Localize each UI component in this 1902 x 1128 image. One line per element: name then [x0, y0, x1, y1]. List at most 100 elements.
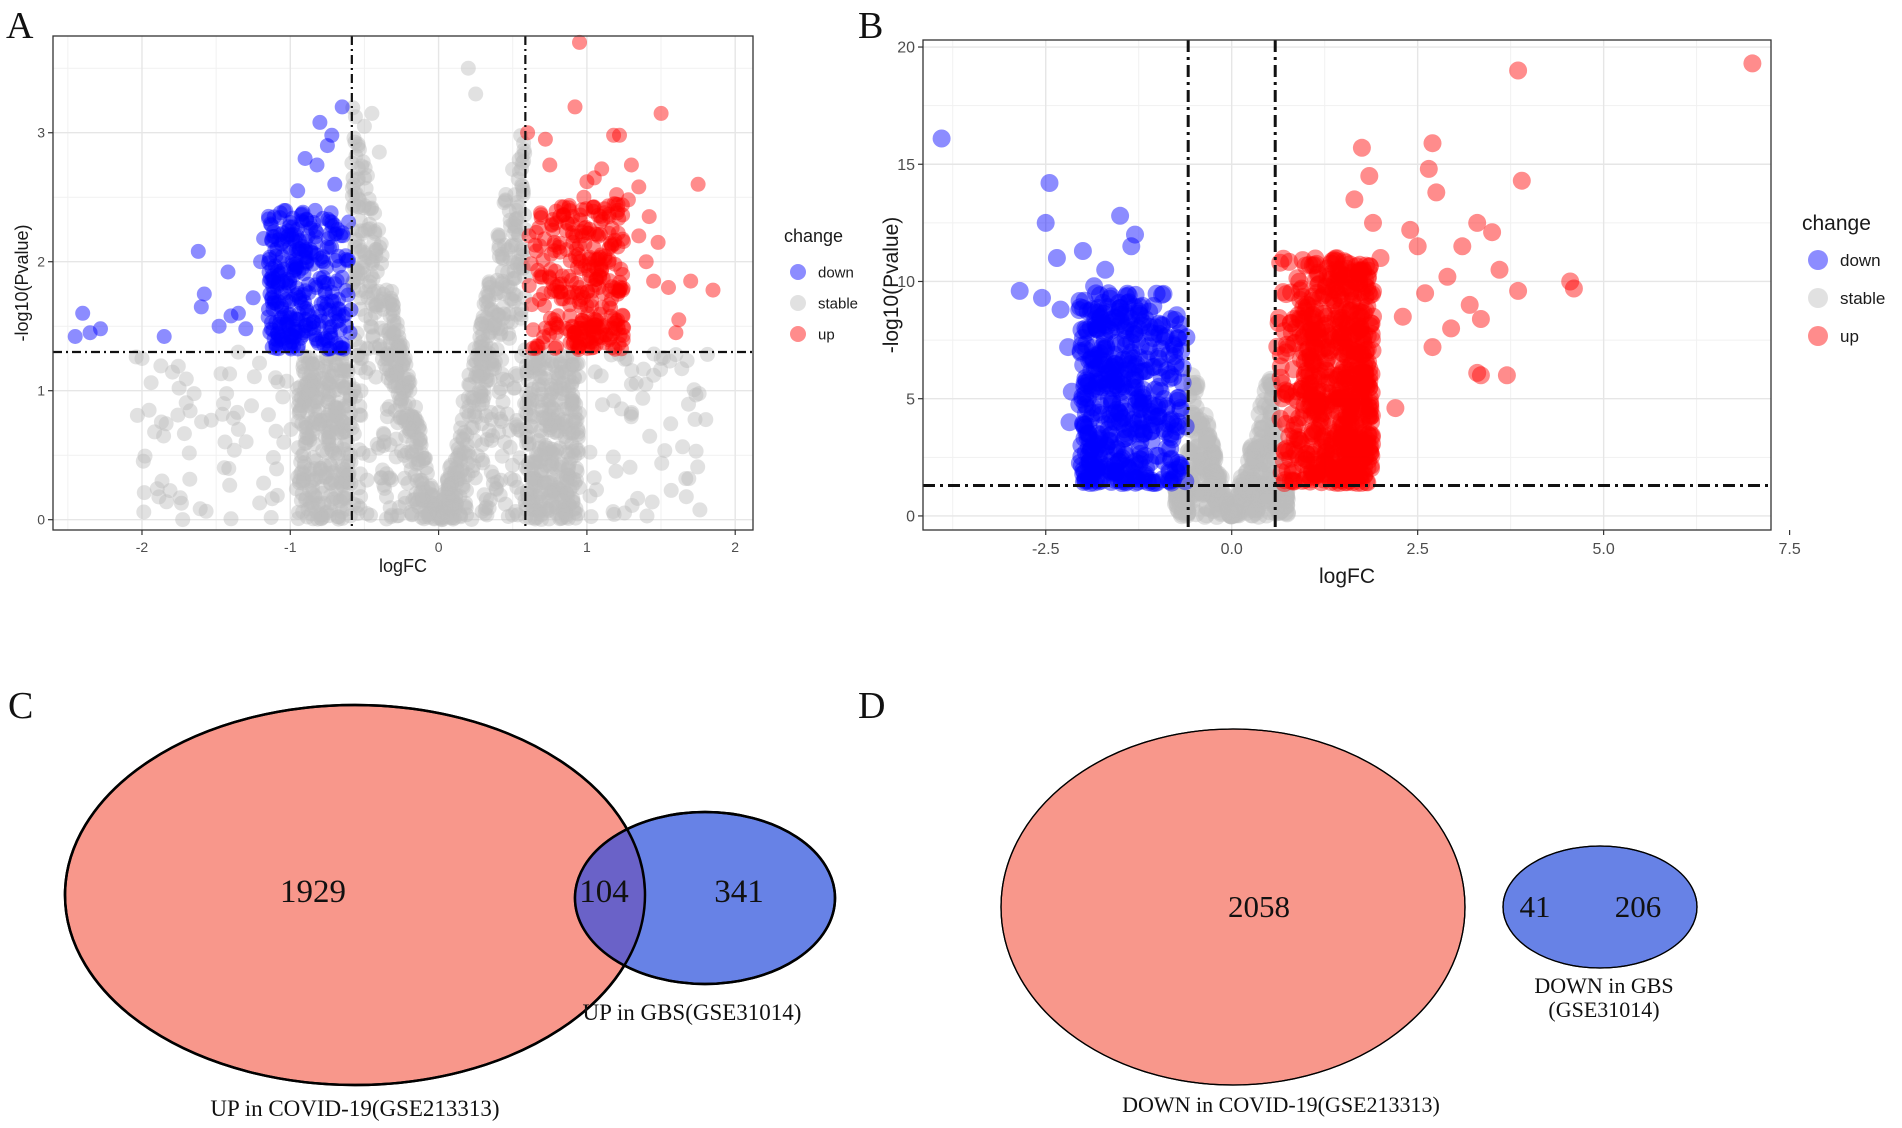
stable-point [434, 510, 450, 526]
stable-point [331, 511, 346, 527]
panel-d-count-overlap: 41 [1520, 889, 1551, 924]
stable-point [438, 500, 453, 516]
stable-point [553, 356, 569, 372]
stable-point [493, 472, 509, 488]
stable-point [176, 426, 192, 442]
stable-point [478, 499, 494, 515]
stable-point [480, 372, 496, 388]
up-point [1289, 431, 1308, 450]
stable-point [460, 455, 476, 471]
stable-point [424, 495, 440, 511]
stable-point [379, 282, 394, 298]
stable-point [393, 409, 409, 425]
stable-point [472, 320, 488, 336]
panel-b-y-axis-label: -log10(Pvalue) [880, 217, 903, 354]
stable-point [657, 443, 673, 459]
stable-point [566, 502, 581, 517]
stable-point [153, 358, 169, 374]
stable-point [395, 357, 411, 373]
down-point [321, 240, 337, 255]
stable-point [549, 499, 564, 515]
up-point [1288, 269, 1307, 288]
up-point [521, 278, 537, 294]
stable-point [358, 180, 374, 196]
stable-point [315, 443, 331, 459]
stable-point [532, 504, 547, 520]
up-point [1349, 419, 1368, 438]
stable-point [298, 419, 314, 435]
legend-title: change [1802, 212, 1871, 235]
stable-point [515, 184, 531, 200]
stable-point [355, 260, 370, 276]
stable-point [527, 511, 543, 527]
stable-point [565, 392, 580, 408]
stable-point [435, 492, 451, 508]
stable-point [545, 441, 561, 457]
stable-point [511, 152, 527, 167]
stable-point [389, 356, 405, 371]
stable-point [337, 473, 353, 489]
stable-point [542, 401, 557, 417]
up-point [1364, 213, 1382, 232]
stable-point [238, 434, 254, 450]
stable-point [292, 379, 308, 395]
stable-point [481, 274, 497, 290]
stable-point [294, 486, 310, 502]
stable-point [692, 502, 708, 518]
down-point [1116, 329, 1135, 348]
stable-point [517, 342, 533, 358]
stable-point [381, 470, 396, 486]
stable-point [550, 371, 566, 386]
stable-point [360, 221, 376, 237]
stable-point [544, 483, 560, 499]
stable-point [363, 318, 379, 334]
stable-point [328, 475, 343, 491]
stable-point [365, 329, 381, 345]
stable-point [449, 437, 465, 453]
stable-point [291, 392, 307, 408]
stable-point [540, 502, 556, 518]
stable-point [314, 478, 330, 494]
stable-point [525, 502, 541, 518]
stable-point [346, 496, 362, 512]
stable-point [349, 232, 364, 248]
stable-point [605, 504, 621, 520]
up-point [1401, 220, 1420, 239]
down-point [334, 269, 350, 285]
stable-point [351, 480, 367, 496]
stable-point [269, 487, 285, 503]
stable-point [379, 489, 394, 505]
stable-point [307, 393, 323, 409]
up-point [552, 208, 568, 224]
stable-point [561, 455, 577, 471]
down-point [321, 311, 336, 327]
stable-point [349, 257, 365, 273]
up-point [1416, 284, 1435, 303]
stable-point [136, 485, 152, 501]
stable-point [332, 493, 348, 509]
stable-point [490, 405, 506, 421]
stable-point [361, 448, 377, 463]
stable-point [338, 423, 354, 439]
stable-point [397, 370, 413, 386]
stable-point [495, 273, 511, 289]
stable-point [490, 320, 506, 336]
up-point [586, 327, 601, 343]
stable-point [397, 397, 413, 413]
x-tick-label: 7.5 [1778, 541, 1800, 558]
stable-point [361, 191, 377, 207]
stable-point [654, 455, 670, 471]
stable-point [452, 444, 468, 460]
stable-point [338, 363, 354, 379]
stable-point [443, 457, 459, 473]
stable-point [321, 434, 337, 449]
stable-point [481, 314, 496, 330]
up-point [623, 157, 639, 173]
down-point [1036, 213, 1055, 232]
stable-point [434, 512, 450, 528]
stable-point [299, 426, 315, 442]
stable-point [531, 488, 547, 504]
stable-point [570, 445, 586, 461]
stable-point [570, 442, 586, 458]
stable-point [499, 406, 515, 422]
